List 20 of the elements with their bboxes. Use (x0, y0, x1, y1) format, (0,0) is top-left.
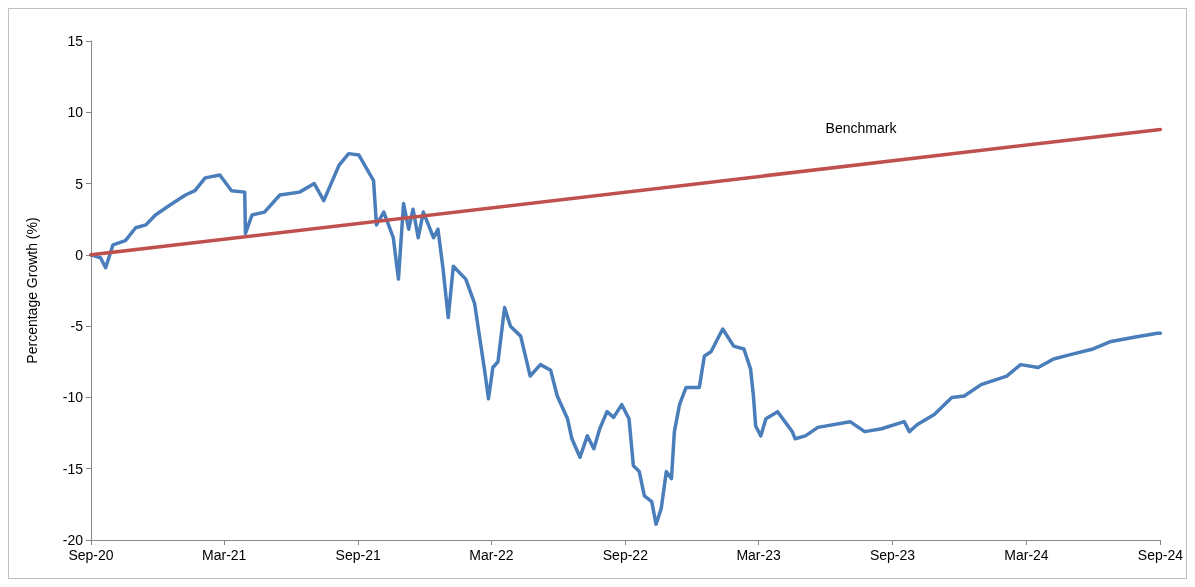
x-tick-label: Mar-23 (736, 547, 781, 563)
x-tick-label: Sep-22 (602, 547, 649, 563)
y-tick-label: -15 (62, 460, 84, 477)
x-tick-label: Mar-24 (1004, 547, 1049, 563)
series-label: Benchmark (825, 119, 898, 136)
y-tick-label: 10 (67, 104, 84, 121)
x-tick-label: Mar-22 (469, 547, 514, 563)
y-tick-label: -5 (70, 318, 84, 335)
y-axis-title: Percentage Growth (%) (24, 217, 40, 364)
x-tick-label: Sep-20 (68, 547, 114, 563)
x-tick-label: Sep-23 (869, 547, 916, 563)
y-tick-label: 15 (67, 33, 84, 49)
x-tick-label: Sep-21 (335, 547, 381, 563)
x-tick-label: Mar-21 (202, 547, 247, 563)
line-series (89, 151, 1163, 527)
y-tick-label: 5 (75, 175, 84, 192)
y-tick-label: -20 (62, 532, 84, 548)
y-tick-label: 0 (75, 246, 84, 263)
x-tick-label: Sep-24 (1137, 547, 1184, 563)
y-tick-label: -10 (62, 389, 84, 406)
